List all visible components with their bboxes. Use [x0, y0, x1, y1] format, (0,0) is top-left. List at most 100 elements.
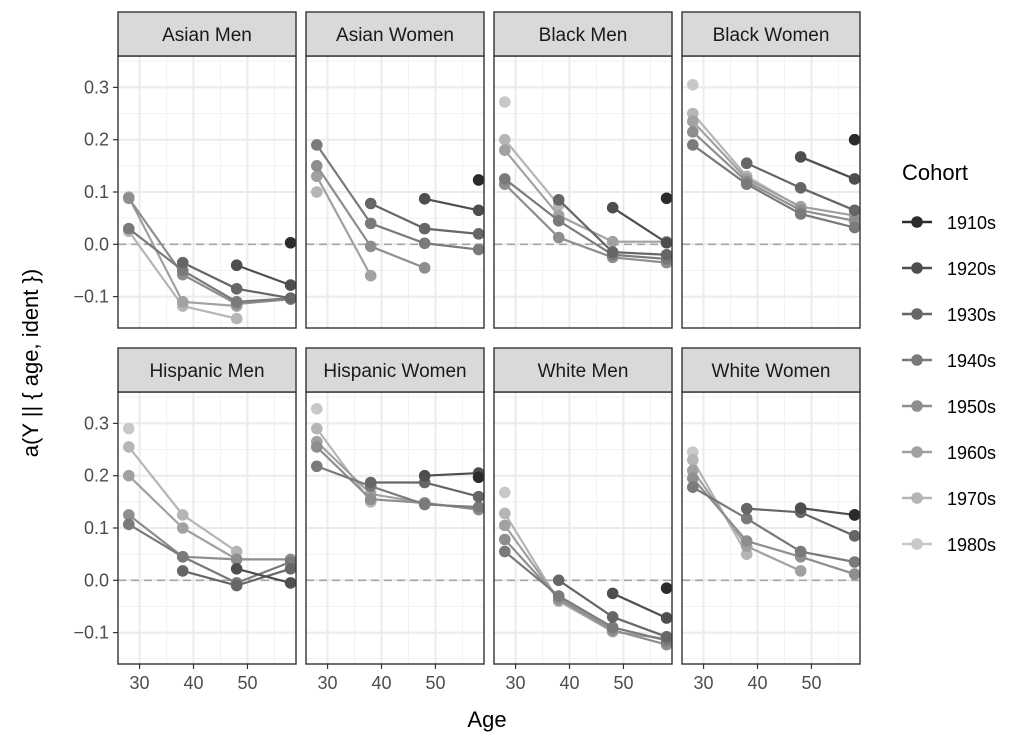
data-point	[498, 173, 511, 185]
data-point	[284, 563, 297, 575]
legend-key-point	[911, 446, 923, 458]
data-point	[606, 611, 619, 623]
series-1980s	[498, 96, 511, 108]
series-1910s	[848, 133, 861, 146]
data-point	[740, 157, 753, 170]
data-point	[498, 144, 511, 156]
y-tick-label: 0.0	[84, 570, 109, 590]
y-axis-title: a(Y || { age, ident })	[18, 269, 43, 457]
data-point	[606, 235, 619, 248]
data-point	[176, 296, 189, 308]
data-point	[418, 469, 431, 482]
data-point	[472, 243, 485, 256]
legend-entry-1970s: 1970s	[902, 489, 996, 509]
data-point	[310, 170, 323, 183]
series-1910s	[660, 192, 673, 205]
x-tick-label: 50	[613, 673, 633, 693]
data-point	[230, 553, 243, 566]
series-line	[691, 120, 855, 217]
data-point	[310, 186, 323, 198]
series-1980s	[686, 78, 699, 91]
y-tick-label: 0.1	[84, 182, 109, 202]
x-tick-label: 40	[559, 673, 579, 693]
legend-entry-1930s: 1930s	[902, 305, 996, 325]
data-point	[472, 471, 485, 484]
facet-strip-label: Asian Women	[336, 25, 454, 46]
data-point	[848, 133, 861, 146]
data-point	[740, 178, 753, 190]
series-1980s	[498, 486, 511, 499]
series-line	[503, 524, 667, 640]
data-point	[498, 519, 511, 532]
series-1910s	[472, 174, 485, 186]
series-line	[612, 592, 668, 619]
facet-panel: Black Men	[493, 11, 673, 329]
series-1930s	[176, 563, 297, 592]
data-point	[230, 579, 243, 592]
series-line	[315, 175, 372, 277]
series-1980s	[122, 422, 135, 435]
legend-key-point	[911, 354, 923, 366]
series-1920s	[230, 563, 297, 589]
facet-panel: Asian Men	[117, 11, 297, 329]
legend-key-point	[911, 492, 923, 504]
series-line	[236, 264, 291, 287]
data-point	[230, 563, 243, 575]
series-line	[503, 149, 667, 243]
series-line	[128, 227, 291, 303]
data-point	[230, 312, 243, 325]
data-point	[122, 518, 135, 531]
data-point	[606, 201, 619, 214]
legend-label: 1960s	[947, 443, 996, 463]
data-point	[848, 556, 861, 568]
data-point	[660, 236, 673, 249]
data-point	[364, 197, 377, 210]
y-tick-label: −0.1	[73, 623, 109, 643]
facet-strip-label: Hispanic Men	[149, 361, 264, 382]
data-point	[310, 160, 323, 172]
legend-entry-1960s: 1960s	[902, 443, 996, 463]
data-point	[686, 78, 699, 91]
data-point	[472, 490, 485, 503]
series-line	[504, 183, 667, 264]
grid	[494, 56, 672, 328]
series-1920s	[606, 587, 673, 624]
x-tick-label: 50	[237, 673, 257, 693]
facet-strip-label: White Men	[538, 361, 629, 382]
x-tick-label: 30	[506, 673, 526, 693]
legend-entry-1980s: 1980s	[902, 535, 996, 555]
series-line	[503, 138, 560, 206]
facet-strip	[681, 11, 861, 57]
series-line	[692, 144, 855, 229]
data-point	[794, 182, 807, 194]
data-point	[176, 522, 189, 534]
data-point	[848, 173, 861, 185]
series-line	[504, 550, 667, 642]
series-line	[692, 131, 855, 222]
series-1910s	[848, 509, 861, 521]
facet-panel: White Men	[493, 347, 673, 665]
data-point	[498, 133, 511, 146]
x-tick-label: 50	[425, 673, 445, 693]
facet-strip-label: Black Women	[713, 25, 830, 46]
facet-strip	[117, 11, 297, 57]
legend-key-point	[911, 308, 923, 320]
series-line	[691, 477, 855, 576]
legend-label: 1950s	[947, 397, 996, 417]
facet-strip-label: Black Men	[539, 25, 628, 46]
data-point	[122, 222, 135, 235]
grid	[306, 392, 484, 664]
data-point	[310, 402, 323, 415]
data-point	[310, 422, 323, 435]
y-tick-label: 0.3	[84, 413, 109, 433]
series-1980s	[310, 402, 323, 415]
y-tick-label: 0.2	[84, 466, 109, 486]
x-tick-label: 40	[183, 673, 203, 693]
x-tick-label: 50	[801, 673, 821, 693]
facet-panel: Asian Women	[305, 11, 485, 329]
data-point	[418, 498, 431, 511]
data-point	[176, 509, 189, 521]
data-point	[686, 472, 699, 485]
x-axis-title: Age	[467, 707, 506, 732]
series-1920s	[606, 201, 673, 249]
